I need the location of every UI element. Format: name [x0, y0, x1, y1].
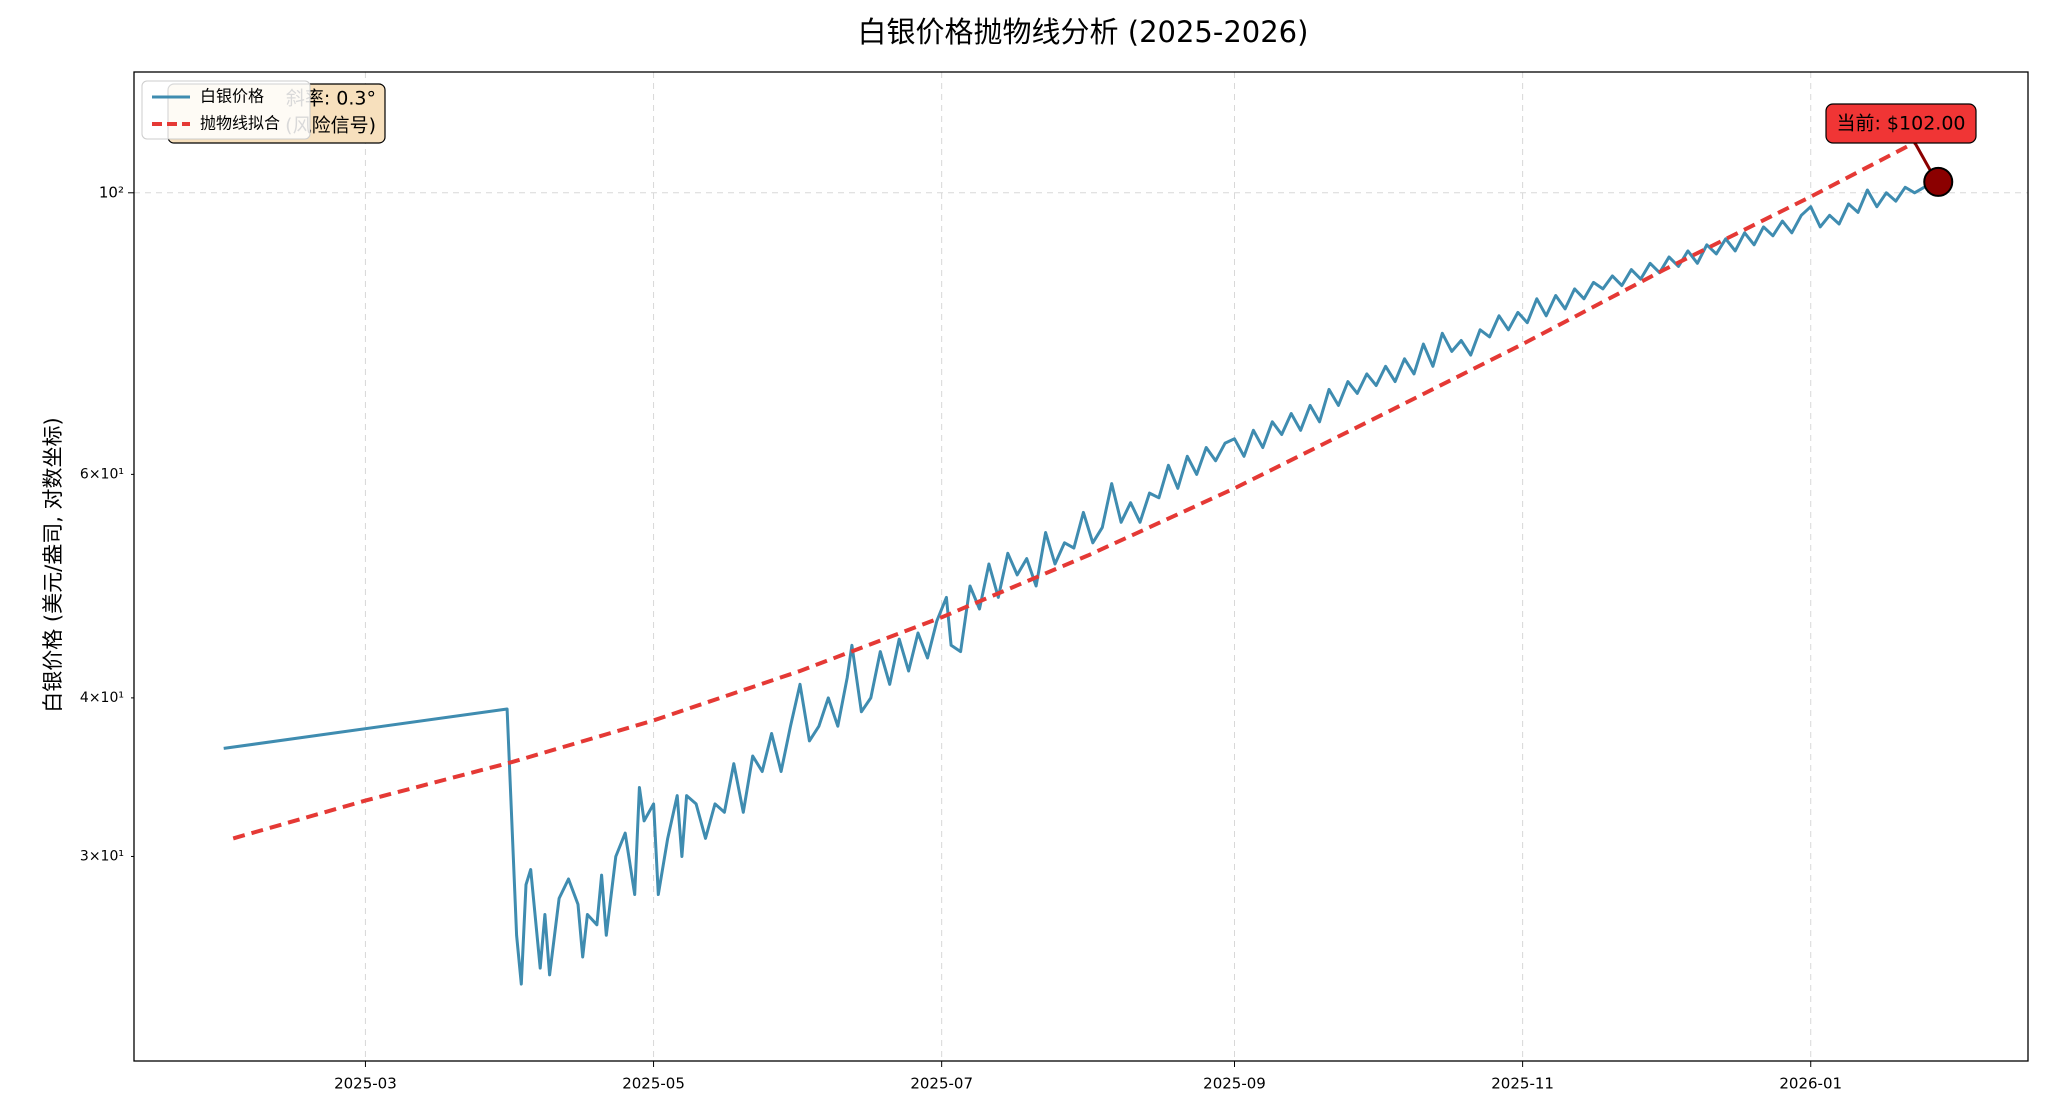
legend-label: 白银价格 [200, 87, 264, 106]
annotation-box [1825, 103, 1977, 144]
chart-title: 白银价格抛物线分析 (2025-2026) [858, 15, 1309, 49]
annotation-arrow [1913, 142, 1934, 175]
x-tick-label: 2025-07 [910, 1075, 973, 1093]
y-tick-label: 6×10¹ [80, 466, 124, 482]
x-tick-label: 2025-03 [334, 1075, 397, 1093]
plot-frame [133, 71, 2029, 1062]
x-tick-label: 2026-01 [1779, 1075, 1842, 1093]
current-point [1923, 166, 1954, 197]
legend-label: 抛物线拟合 [200, 114, 280, 133]
y-tick-label: 4×10¹ [80, 690, 124, 706]
x-tick-label: 2025-05 [622, 1075, 685, 1093]
x-tick-label: 2025-09 [1203, 1075, 1266, 1093]
y-axis-label: 白银价格 (美元/盎司, 对数坐标) [41, 417, 65, 713]
y-tick-label: 3×10¹ [80, 848, 124, 864]
data-line [232, 128, 1940, 841]
y-tick-label: 10² [99, 183, 124, 201]
x-tick-label: 2025-11 [1491, 1075, 1554, 1093]
annotation-text: 当前: $102.00 [1836, 113, 1965, 135]
data-line [223, 180, 1939, 986]
